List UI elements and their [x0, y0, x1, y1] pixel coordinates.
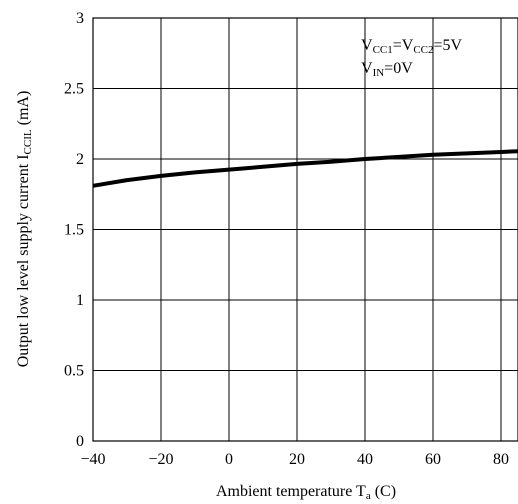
- y-tick-label: 1: [76, 292, 84, 309]
- annotation-line: VCC1=VCC2=5V: [361, 37, 463, 56]
- x-axis-ticks: −40 −20 0 20 40 60 80: [80, 451, 509, 468]
- plot-frame: [92, 17, 518, 442]
- y-tick-label: 2: [76, 151, 84, 168]
- y-tick-label: 2.5: [64, 81, 84, 98]
- annotation: VCC1=VCC2=5V VIN=0V: [361, 37, 463, 79]
- x-tick-label: 40: [357, 451, 373, 468]
- x-tick-label: 60: [425, 451, 441, 468]
- y-tick-label: 0.5: [64, 363, 84, 380]
- x-tick-label: 20: [289, 451, 305, 468]
- series-line: [92, 149, 518, 188]
- y-tick-label: 1.5: [64, 222, 84, 239]
- series-group: [92, 149, 518, 188]
- x-tick-label: −40: [80, 451, 105, 468]
- plot-border: [92, 17, 518, 442]
- x-axis-label: Ambient temperature Ta (C): [216, 483, 396, 502]
- y-axis-ticks: 0 0.5 1 1.5 2 2.5 3: [64, 10, 84, 450]
- y-tick-label: 0: [76, 433, 84, 450]
- grid: [93, 18, 518, 441]
- y-axis-label: Output low level supply current ICCIL (m…: [15, 91, 34, 368]
- annotation-line: VIN=0V: [361, 60, 413, 79]
- y-tick-label: 3: [76, 10, 84, 27]
- x-tick-label: −20: [148, 451, 173, 468]
- x-tick-label: 0: [225, 451, 233, 468]
- x-tick-label: 80: [493, 451, 509, 468]
